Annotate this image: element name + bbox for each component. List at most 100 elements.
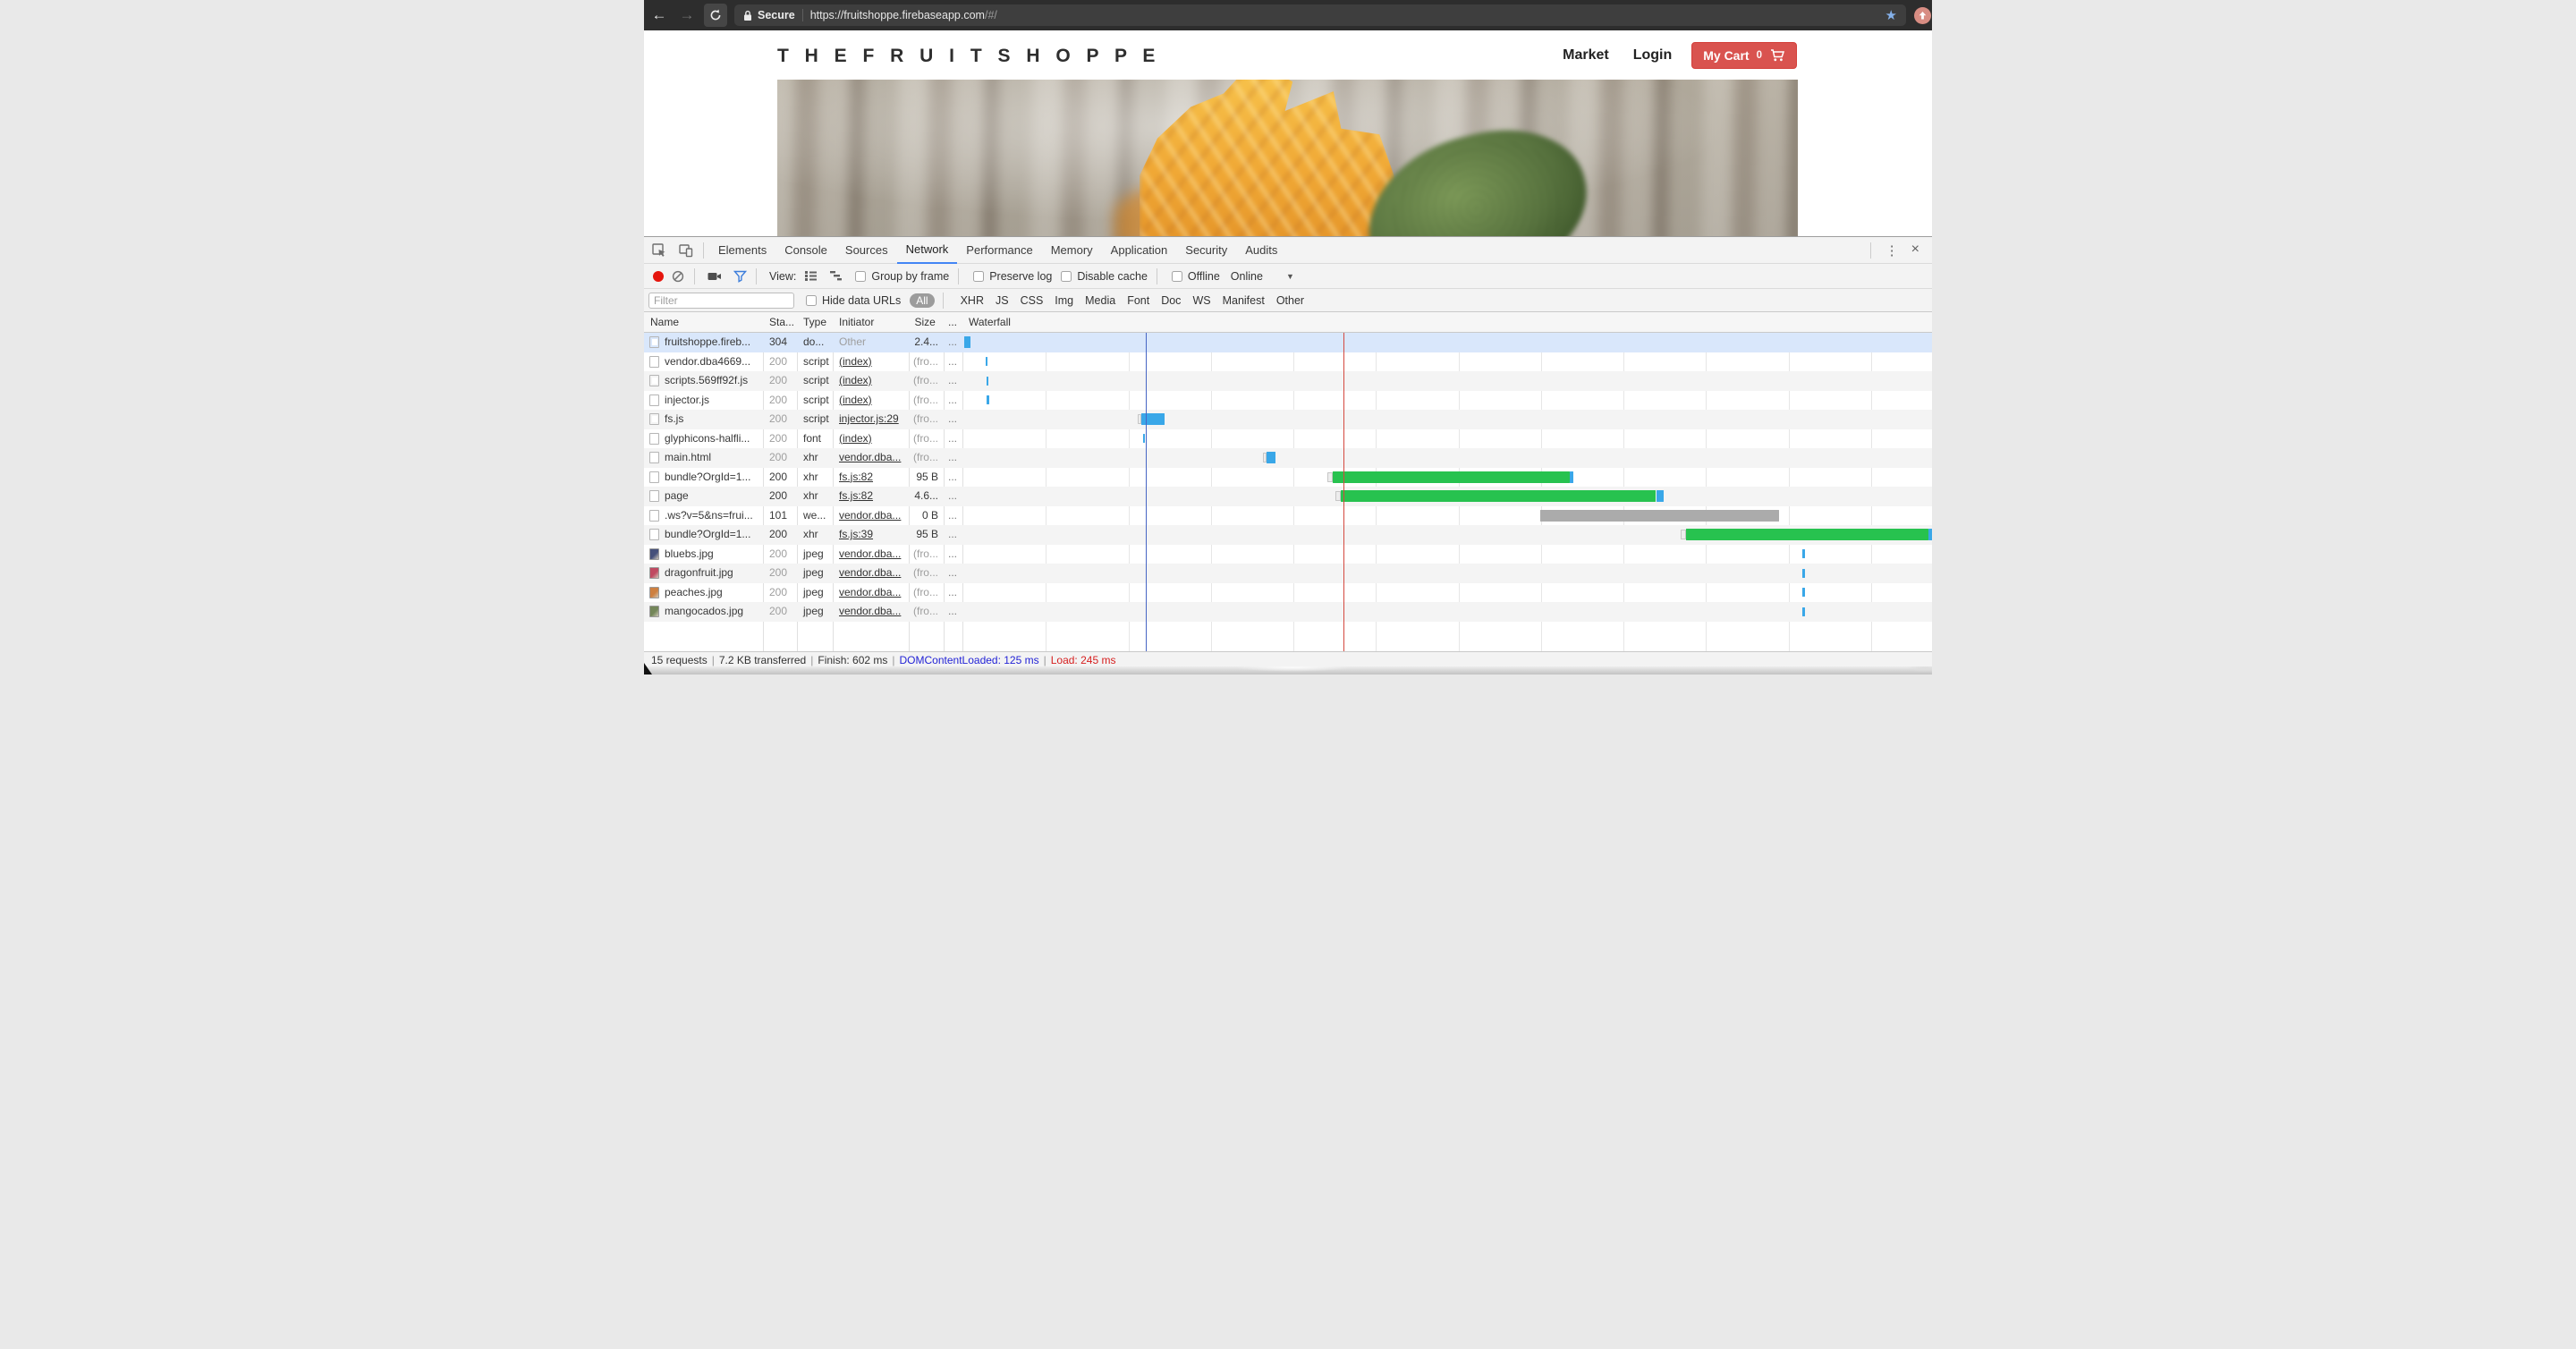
table-row[interactable]: glyphicons-halfli... 200 font (index) (fro..… [644,429,1932,449]
initiator-link[interactable]: (index) [839,354,872,368]
table-row[interactable]: page 200 xhr fs.js:82 4.6...... [644,487,1932,506]
filter-type-other[interactable]: Other [1275,293,1305,307]
filterbar-separator [942,292,944,309]
nav-link-market[interactable]: Market [1563,47,1609,63]
use-small-rows-icon[interactable] [800,266,821,287]
filter-input[interactable] [648,292,794,309]
tab-sources[interactable]: Sources [844,242,888,257]
column-header-status[interactable]: Sta... [769,316,795,328]
record-button[interactable] [653,270,664,282]
hide-data-urls-checkbox[interactable]: Hide data URLs [806,294,901,307]
tab-network[interactable]: Network [896,237,958,264]
column-header-waterfall[interactable]: Waterfall [969,316,1011,328]
clear-button[interactable] [667,266,689,287]
column-header-name[interactable]: Name [650,316,680,328]
initiator-link[interactable]: vendor.dba... [839,508,902,522]
filter-type-media[interactable]: Media [1085,293,1116,307]
back-button[interactable]: ← [651,6,667,23]
group-by-frame-checkbox[interactable]: Group by frame [855,270,949,283]
table-row[interactable]: bluebs.jpg 200 jpeg vendor.dba... (fro...... [644,545,1932,564]
column-header-more[interactable]: ... [947,316,957,328]
forward-button[interactable]: → [679,6,695,23]
filter-type-doc[interactable]: Doc [1161,293,1182,307]
devtools-menu-icon[interactable]: ⋮ [1885,242,1899,259]
type-cell: do... [803,335,825,348]
filter-funnel-icon[interactable] [729,266,750,287]
screenshot-capture-icon[interactable] [704,266,725,287]
preserve-log-checkbox[interactable]: Preserve log [973,270,1052,283]
table-row[interactable]: bundle?OrgId=1... 200 xhr fs.js:39 95 B... [644,525,1932,545]
table-row[interactable]: mangocados.jpg 200 jpeg vendor.dba... (fro..… [644,602,1932,622]
initiator-link[interactable]: vendor.dba... [839,451,902,463]
initiator-link[interactable]: (index) [839,393,872,406]
status-item: 15 requests [651,653,708,666]
initiator-link[interactable]: fs.js:82 [839,489,874,502]
filter-type-ws[interactable]: WS [1192,293,1211,307]
initiator-link[interactable]: fs.js:82 [839,470,874,483]
view-label: View: [769,269,797,283]
waterfall-cell [962,410,1932,429]
table-row[interactable]: injector.js 200 script (index) (fro...... [644,391,1932,411]
initiator-link[interactable]: injector.js:29 [839,412,899,425]
toolbar-separator-3 [958,267,960,284]
disable-cache-checkbox[interactable]: Disable cache [1061,270,1148,283]
table-row[interactable]: dragonfruit.jpg 200 jpeg vendor.dba... (fro.… [644,564,1932,583]
table-header-row: Name Sta... Type Initiator Size ... Wate… [644,312,1932,333]
initiator-link[interactable]: vendor.dba... [839,547,902,560]
filter-type-font[interactable]: Font [1127,293,1150,307]
filter-type-js[interactable]: JS [996,293,1009,307]
table-row[interactable]: peaches.jpg 200 jpeg vendor.dba... (fro.....… [644,583,1932,603]
extension-button[interactable] [1914,6,1931,24]
column-header-size[interactable]: Size [914,316,936,328]
tab-audits[interactable]: Audits [1245,242,1278,257]
throttling-select[interactable]: Online [1230,269,1263,283]
overflow-cell: ... [947,566,957,579]
initiator-link[interactable]: vendor.dba... [839,566,902,579]
my-cart-button[interactable]: My Cart 0 [1691,41,1797,69]
column-header-type[interactable]: Type [803,316,827,328]
size-cell: (fro... [912,374,938,386]
column-header-initiator[interactable]: Initiator [839,316,875,328]
filter-type-all[interactable]: All [910,293,935,308]
reload-button[interactable] [704,4,727,27]
table-row[interactable]: main.html 200 xhr vendor.dba... (fro...... [644,448,1932,468]
bookmark-star-icon[interactable]: ★ [1885,8,1897,23]
initiator-link[interactable]: (index) [839,431,872,445]
tab-performance[interactable]: Performance [966,242,1033,257]
offline-checkbox[interactable]: Offline [1171,270,1220,283]
request-name-cell: bluebs.jpg [644,545,763,564]
table-row[interactable]: .ws?v=5&ns=frui... 101 we... vendor.dba... 0… [644,506,1932,526]
filter-type-img[interactable]: Img [1055,293,1074,307]
devtools-close-icon[interactable]: × [1911,241,1919,257]
tab-elements[interactable]: Elements [718,242,767,257]
initiator-link[interactable]: vendor.dba... [839,605,902,617]
network-status-bar: 15 requests | 7.2 KB transferred | Finish: 6… [644,651,1932,667]
table-row[interactable]: scripts.569ff92f.js 200 script (index) (fro.… [644,371,1932,391]
site-header: T H E F R U I T S H O P P E Market Login… [644,30,1932,80]
show-overview-icon[interactable] [825,266,846,287]
type-cell: jpeg [803,566,824,579]
initiator-link[interactable]: (index) [839,374,872,386]
table-row[interactable]: bundle?OrgId=1... 200 xhr fs.js:82 95 B... [644,468,1932,488]
filter-type-xhr[interactable]: XHR [960,293,984,307]
tab-security[interactable]: Security [1185,242,1228,257]
filter-type-manifest[interactable]: Manifest [1222,293,1265,307]
initiator-link[interactable]: fs.js:39 [839,528,874,540]
initiator-cell: injector.js:29 [833,410,909,429]
status-cell: 304 [769,335,788,348]
initiator-cell: Other [833,333,909,352]
toggle-device-toolbar-button[interactable] [674,241,698,260]
chevron-down-icon[interactable]: ▼ [1285,271,1294,281]
address-bar[interactable]: Secure https://fruitshoppe.firebaseapp.c… [734,4,1906,26]
table-row[interactable]: fs.js 200 script injector.js:29 (fro...... [644,410,1932,429]
filter-type-css[interactable]: CSS [1020,293,1044,307]
tab-application[interactable]: Application [1110,242,1168,257]
inspect-element-button[interactable] [648,241,671,260]
initiator-link[interactable]: vendor.dba... [839,585,902,598]
tab-console[interactable]: Console [784,242,827,257]
table-row[interactable]: fruitshoppe.fireb... 304 do... Other 2.4....… [644,333,1932,352]
tab-memory[interactable]: Memory [1050,242,1093,257]
table-row[interactable]: vendor.dba4669... 200 script (index) (fro...… [644,352,1932,372]
type-cell: jpeg [803,605,824,617]
nav-link-login[interactable]: Login [1632,47,1673,63]
